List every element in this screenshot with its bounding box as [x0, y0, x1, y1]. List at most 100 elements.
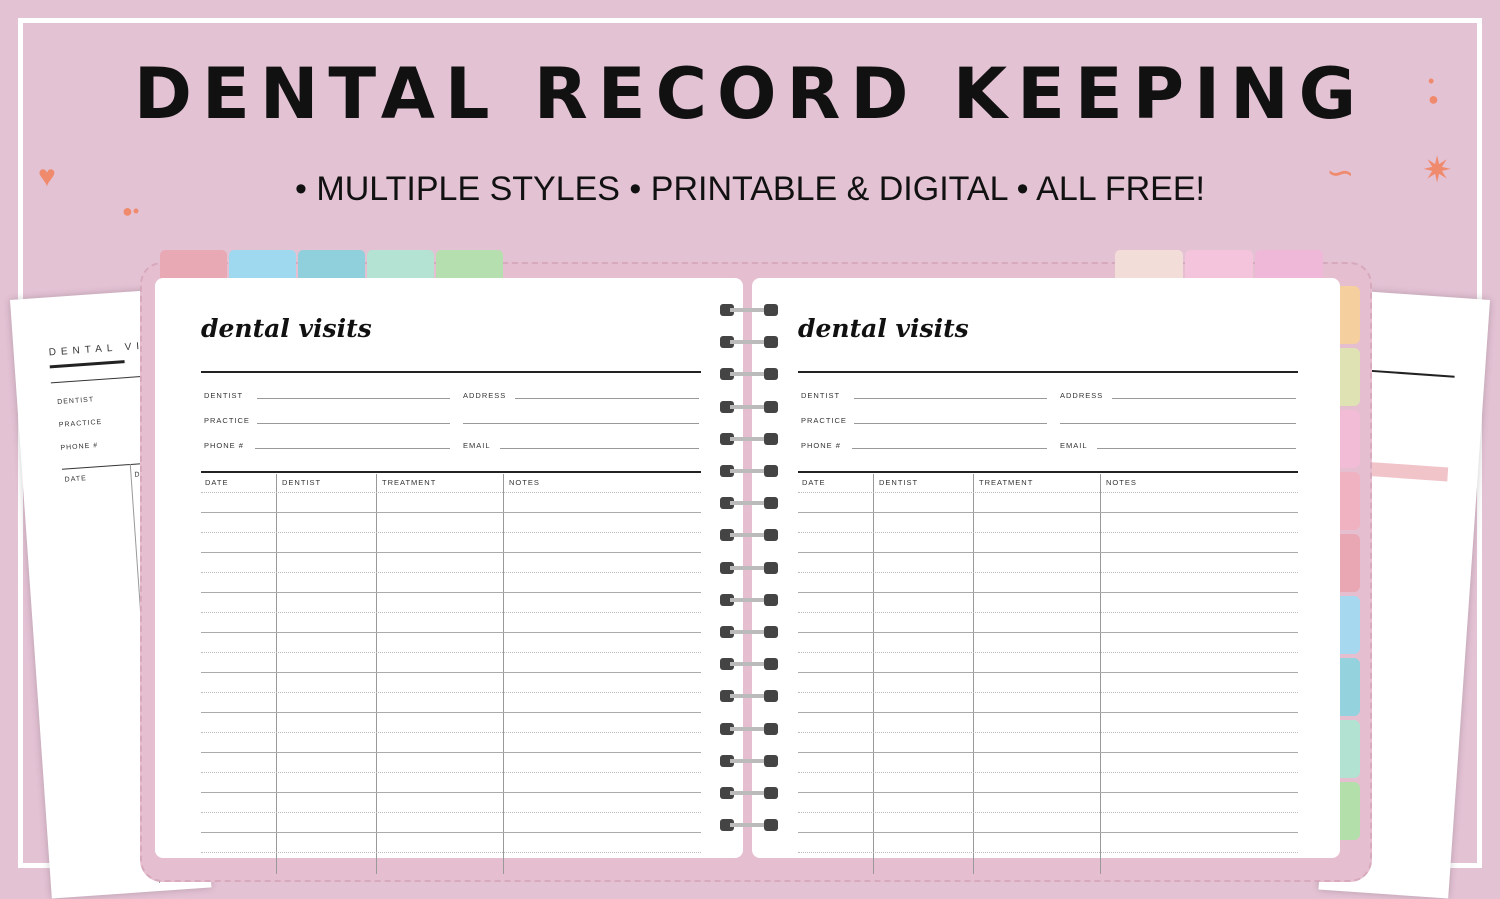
side-tab[interactable]	[1338, 534, 1360, 592]
field-label: PHONE #	[60, 442, 99, 452]
spiral-ring	[720, 465, 778, 477]
side-tab[interactable]	[1338, 658, 1360, 716]
table-row-line	[201, 492, 701, 493]
top-tab[interactable]	[298, 250, 365, 280]
field-label: PRACTICE	[58, 418, 103, 429]
address-line-2[interactable]	[1060, 423, 1296, 424]
column-header: TREATMENT	[979, 478, 1034, 487]
side-tab[interactable]	[1338, 720, 1360, 778]
field-label: DENTIST	[801, 391, 841, 400]
table-row-line	[201, 672, 701, 673]
top-tab[interactable]	[160, 250, 227, 280]
heart-icon: ♥	[38, 160, 56, 193]
column-header: DENTIST	[282, 478, 322, 487]
table-row-line	[201, 772, 701, 773]
table-row-line	[798, 692, 1298, 693]
table-row-line	[201, 752, 701, 753]
table-row-line	[201, 512, 701, 513]
back-sheet-title: DENTAL VI	[48, 340, 145, 359]
field-label: PRACTICE	[801, 416, 847, 425]
side-tab[interactable]	[1338, 286, 1360, 344]
top-tab[interactable]	[1255, 250, 1323, 280]
table-row-line	[798, 632, 1298, 633]
address-input[interactable]	[1112, 398, 1296, 399]
top-tab[interactable]	[436, 250, 503, 280]
side-tab[interactable]	[1338, 472, 1360, 530]
column-header: DATE	[64, 475, 88, 484]
dentist-input[interactable]	[257, 398, 450, 399]
table-row-line	[798, 772, 1298, 773]
table-row-line	[201, 552, 701, 553]
spiral-ring	[720, 304, 778, 316]
table-row-line	[201, 592, 701, 593]
practice-input[interactable]	[257, 423, 450, 424]
spiral-ring	[720, 561, 778, 574]
table-row-line	[201, 812, 701, 813]
field-label: DENTIST	[204, 391, 244, 400]
table-row-line	[798, 752, 1298, 753]
spiral-ring	[720, 787, 778, 799]
email-input[interactable]	[500, 448, 699, 449]
email-input[interactable]	[1097, 448, 1296, 449]
top-tab[interactable]	[1185, 250, 1253, 280]
top-tab[interactable]	[229, 250, 296, 280]
table-row-line	[798, 792, 1298, 793]
top-tab[interactable]	[367, 250, 434, 280]
side-tab[interactable]	[1338, 410, 1360, 468]
spiral-ring	[720, 400, 778, 413]
table-row-line	[201, 852, 701, 853]
table-row-line	[201, 652, 701, 653]
spiral-ring	[720, 722, 778, 735]
side-tab[interactable]	[1338, 348, 1360, 406]
field-label: ADDRESS	[1060, 391, 1104, 400]
table-row-line	[798, 812, 1298, 813]
field-label: DENTIST	[57, 396, 95, 406]
squiggle-icon: ∽	[1326, 154, 1355, 192]
page-title: DENTAL RECORD KEEPING	[133, 53, 1367, 135]
field-label: PHONE #	[801, 441, 841, 450]
spiral-ring	[720, 819, 778, 832]
phone-input[interactable]	[852, 448, 1047, 449]
spiral-ring	[720, 593, 778, 606]
column-header: NOTES	[1106, 478, 1137, 487]
spiral-ring	[720, 497, 778, 510]
column-header: DATE	[802, 478, 826, 487]
subtitle: • MULTIPLE STYLES • PRINTABLE & DIGITAL …	[295, 170, 1205, 208]
page-heading: dental visits	[798, 314, 969, 343]
field-label: EMAIL	[1060, 441, 1088, 450]
address-input[interactable]	[515, 398, 699, 399]
spiral-ring	[720, 336, 778, 349]
address-line-2[interactable]	[463, 423, 699, 424]
phone-input[interactable]	[255, 448, 450, 449]
spiral-ring	[720, 658, 778, 671]
table-row-line	[798, 672, 1298, 673]
top-tab[interactable]	[1115, 250, 1183, 280]
right-page: dental visits DENTIST ADDRESS PRACTICE P…	[752, 278, 1340, 874]
left-page: dental visits DENTIST ADDRESS PRACTICE P…	[155, 278, 743, 874]
table-row-line	[201, 832, 701, 833]
table-row-line	[201, 572, 701, 573]
side-tab[interactable]	[1338, 596, 1360, 654]
column-header: TREATMENT	[382, 478, 437, 487]
table-row-line	[201, 532, 701, 533]
table-row-line	[201, 792, 701, 793]
side-tab[interactable]	[1338, 782, 1360, 840]
spiral-ring	[720, 690, 778, 703]
table-row-line	[798, 492, 1298, 493]
field-label: ADDRESS	[463, 391, 507, 400]
table-row-line	[798, 572, 1298, 573]
table-row-line	[798, 732, 1298, 733]
practice-input[interactable]	[854, 423, 1047, 424]
dentist-input[interactable]	[854, 398, 1047, 399]
star-icon: ✷	[1422, 149, 1453, 190]
column-header: DENTIST	[879, 478, 919, 487]
page-heading: dental visits	[201, 314, 372, 343]
table-row-line	[798, 712, 1298, 713]
table-row-line	[201, 612, 701, 613]
table-row-line	[201, 732, 701, 733]
field-label: PHONE #	[204, 441, 244, 450]
spiral-ring	[720, 754, 778, 767]
table-row-line	[798, 852, 1298, 853]
table-row-line	[201, 632, 701, 633]
field-label: PRACTICE	[204, 416, 250, 425]
